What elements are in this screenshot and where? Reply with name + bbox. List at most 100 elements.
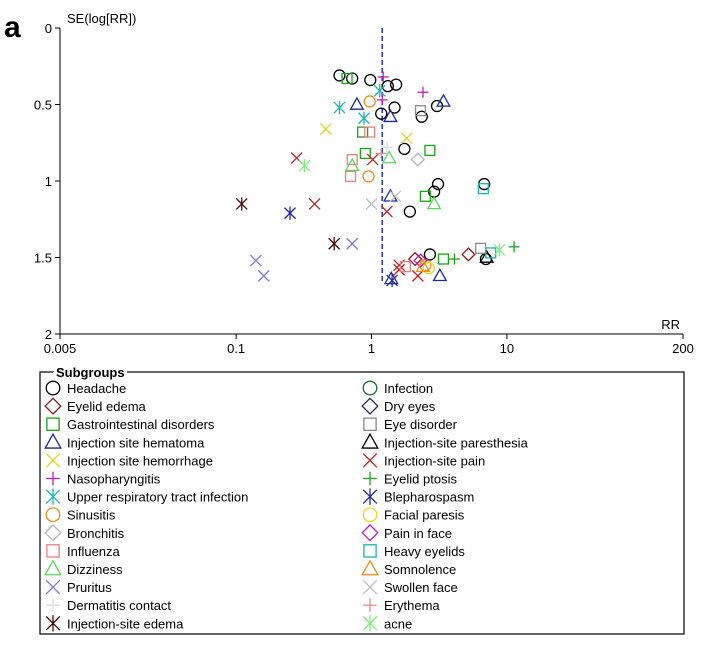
data-point — [328, 237, 341, 251]
x-tick-label: 10 — [500, 341, 514, 356]
legend-label: Eyelid edema — [67, 399, 147, 414]
data-point — [413, 253, 428, 268]
data-point — [359, 147, 371, 160]
y-tick-label: 0.5 — [34, 98, 52, 113]
legend-marker — [362, 380, 378, 396]
data-point — [375, 147, 387, 159]
data-point — [365, 197, 378, 210]
data-point — [422, 262, 435, 275]
data-point — [383, 108, 398, 123]
data-point — [344, 157, 360, 172]
legend-marker — [45, 579, 61, 595]
legend-marker — [44, 524, 62, 542]
data-point — [477, 183, 489, 195]
data-point — [357, 126, 369, 138]
data-point — [411, 269, 424, 282]
data-point — [346, 153, 358, 166]
legend-marker — [45, 488, 61, 505]
data-point — [308, 197, 321, 210]
x-tick-label: 0.005 — [44, 341, 77, 356]
legend-label: Swollen face — [384, 580, 458, 595]
data-point — [346, 237, 359, 250]
legend-marker — [363, 598, 377, 612]
data-point — [363, 95, 376, 108]
data-point — [461, 247, 476, 262]
x-axis-title: RR — [661, 317, 680, 332]
data-point — [349, 96, 365, 110]
legend-label: Influenza — [67, 544, 121, 559]
legend-marker — [44, 559, 62, 576]
data-point — [399, 261, 412, 273]
y-tick-label: 2 — [45, 327, 52, 342]
legend-marker — [46, 417, 60, 431]
data-point — [431, 177, 445, 191]
data-point — [389, 78, 403, 91]
legend-label: Bronchitis — [67, 526, 125, 541]
data-point — [415, 258, 431, 273]
data-point — [386, 273, 399, 288]
plot-axes: 0 0.5 1 1.5 20.005 0.1 1 10 200 SE(log[RR]) RR — [34, 11, 694, 356]
y-axis-title: SE(log[RR]) — [67, 11, 136, 26]
data-point — [344, 170, 357, 183]
legend-marker — [362, 615, 378, 632]
data-points — [235, 69, 520, 288]
legend-title: Subgroups — [56, 365, 125, 380]
legend-label: Blepharospasm — [384, 490, 474, 505]
data-point — [375, 107, 388, 120]
legend-marker — [361, 559, 379, 576]
legend-label: Somnolence — [384, 562, 456, 577]
legend-marker — [44, 397, 62, 415]
legend-marker — [361, 397, 379, 415]
data-point — [249, 254, 262, 267]
data-point — [432, 267, 448, 282]
data-point — [358, 111, 370, 125]
y-tick-label: 1 — [45, 174, 52, 189]
legend-marker — [45, 507, 61, 523]
legend-marker — [45, 453, 61, 468]
data-point — [414, 105, 427, 117]
legend-label: Eyelid ptosis — [384, 472, 457, 487]
data-point — [419, 190, 431, 202]
legend-box — [39, 371, 685, 635]
legend-marker — [44, 432, 62, 449]
data-point — [493, 243, 506, 257]
legend-label: Injection site hemorrhage — [67, 453, 213, 468]
legend-label: Nasopharyngitis — [67, 472, 161, 487]
legend-marker — [362, 488, 378, 505]
data-point — [381, 79, 394, 93]
data-point — [333, 100, 346, 115]
legend-marker — [363, 471, 377, 486]
data-point — [417, 86, 429, 98]
data-point — [380, 205, 393, 218]
data-point — [373, 84, 386, 98]
legend-label: Sinusitis — [67, 508, 116, 523]
legend-marker — [362, 453, 378, 468]
legend-marker — [361, 524, 379, 542]
legend-marker — [46, 544, 60, 558]
data-point — [364, 73, 377, 87]
data-point — [341, 72, 353, 85]
data-point — [388, 101, 401, 114]
data-point — [426, 196, 442, 210]
legend-marker — [361, 432, 379, 449]
data-point — [436, 93, 451, 107]
x-tick-label: 200 — [672, 341, 694, 356]
legend-label: Injection-site paresthesia — [384, 435, 529, 450]
data-point — [508, 241, 520, 253]
data-point — [423, 248, 437, 261]
legend-label: Dry eyes — [384, 399, 436, 414]
legend-marker — [45, 615, 61, 632]
data-point — [381, 141, 393, 153]
panel-label: a — [4, 11, 21, 44]
legend-marker — [46, 598, 60, 612]
x-tick-label: 0.1 — [227, 341, 245, 356]
data-point — [398, 142, 411, 156]
data-point — [400, 132, 413, 145]
legend-label: Facial paresis — [384, 508, 465, 523]
legend-label: Infection — [384, 381, 433, 396]
data-point — [366, 153, 379, 166]
data-point — [364, 126, 376, 138]
legend-label: Pruritus — [67, 580, 112, 595]
legend-marker — [362, 579, 378, 595]
